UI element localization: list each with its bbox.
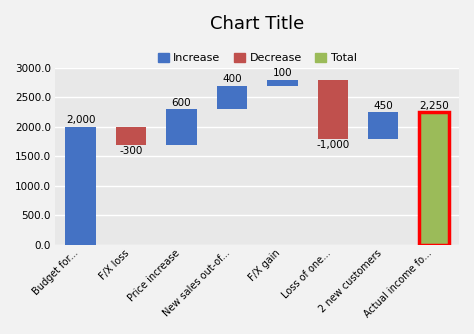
Text: 450: 450 — [374, 101, 393, 111]
Bar — [166, 109, 197, 145]
Bar — [318, 80, 348, 139]
Legend: Increase, Decrease, Total: Increase, Decrease, Total — [153, 49, 361, 68]
Bar — [65, 127, 96, 245]
Text: 2,250: 2,250 — [419, 101, 449, 111]
Bar — [116, 127, 146, 145]
Text: 600: 600 — [172, 98, 191, 108]
Bar — [267, 80, 298, 86]
Text: 2,000: 2,000 — [66, 116, 95, 125]
Text: 400: 400 — [222, 74, 242, 84]
Bar — [217, 86, 247, 109]
Text: -1,000: -1,000 — [316, 140, 349, 150]
Text: 100: 100 — [273, 68, 292, 78]
Bar — [419, 112, 449, 245]
Title: Chart Title: Chart Title — [210, 15, 304, 33]
Bar — [368, 112, 399, 139]
Text: -300: -300 — [119, 146, 143, 156]
